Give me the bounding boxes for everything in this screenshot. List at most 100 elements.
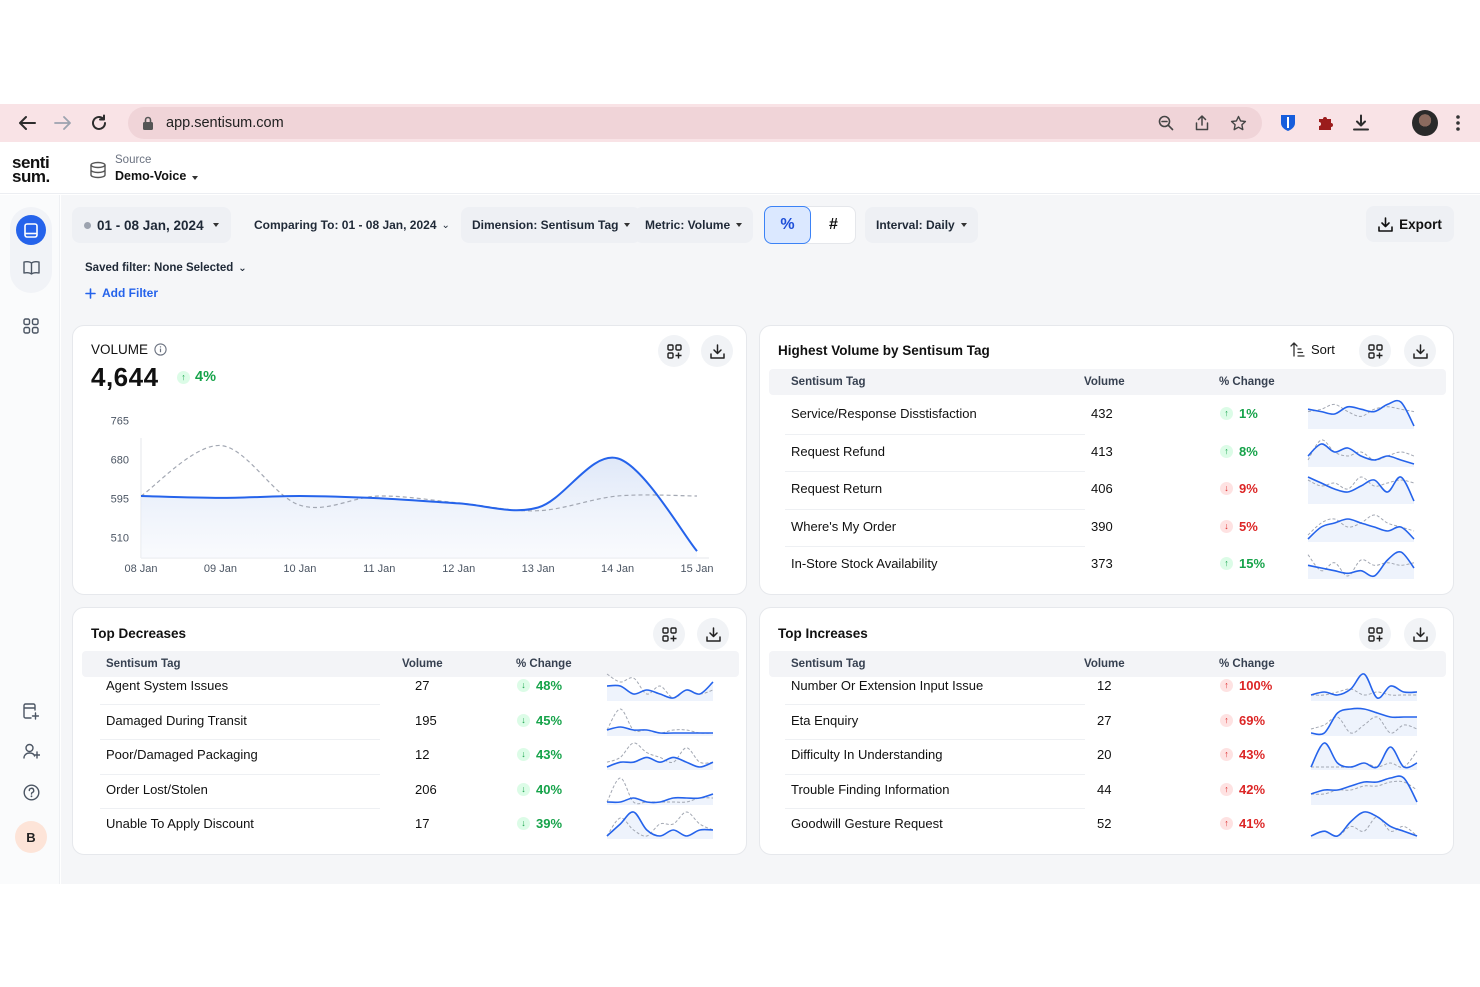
sidebar-item-library[interactable]: [21, 257, 41, 277]
download-button[interactable]: [701, 335, 733, 367]
current-area-fill: [141, 457, 697, 558]
row-volume: 373: [1091, 556, 1113, 571]
comparison-selector[interactable]: Comparing To: 01 - 08 Jan, 2024 ⌄: [243, 207, 461, 243]
arrow-up-icon: ↑: [1220, 817, 1233, 831]
user-avatar[interactable]: B: [15, 821, 47, 853]
row-tag[interactable]: Request Return: [791, 481, 883, 496]
extensions-puzzle-icon[interactable]: [1314, 112, 1336, 134]
download-button[interactable]: [1404, 335, 1436, 367]
sentisum-logo[interactable]: senti sum.: [12, 154, 50, 185]
table-row[interactable]: In-Store Stock Availability 373 ↑ 15%: [791, 551, 1431, 579]
sparkline-current: [1307, 517, 1415, 540]
share-icon[interactable]: [1192, 113, 1212, 133]
sparkline-fill: [1311, 708, 1417, 736]
sparkline-fill: [1308, 518, 1414, 542]
current-data-point[interactable]: [695, 549, 700, 554]
url-text[interactable]: app.sentisum.com: [166, 115, 284, 131]
row-tag[interactable]: Number Or Extension Input Issue: [791, 678, 984, 693]
row-volume: 12: [1097, 678, 1112, 693]
table-row[interactable]: Order Lost/Stolen 206 ↓ 40%: [106, 777, 736, 805]
current-data-point[interactable]: [456, 501, 461, 506]
download-button[interactable]: [1404, 618, 1436, 650]
date-range-picker[interactable]: 01 - 08 Jan, 2024: [72, 207, 231, 243]
add-filter-button[interactable]: Add Filter: [85, 286, 158, 300]
sidebar-item-new-dashboard[interactable]: [21, 701, 41, 721]
table-row[interactable]: Request Return 406 ↓ 9%: [791, 476, 1431, 504]
current-data-point[interactable]: [615, 456, 620, 461]
sidebar-item-apps[interactable]: [21, 316, 41, 336]
table-row[interactable]: Eta Enquiry 27 ↑ 69%: [791, 707, 1431, 736]
metric-dropdown[interactable]: Metric: Volume: [634, 207, 754, 243]
forward-icon[interactable]: [45, 108, 81, 138]
interval-dropdown[interactable]: Interval: Daily: [865, 207, 978, 243]
count-toggle-button[interactable]: #: [829, 216, 838, 233]
caret-down-icon: [624, 223, 631, 227]
table-row[interactable]: Agent System Issues 27 ↓ 48%: [106, 673, 736, 701]
table-row[interactable]: Number Or Extension Input Issue 12 ↑ 100%: [791, 673, 1431, 701]
row-tag[interactable]: Damaged During Transit: [106, 712, 247, 728]
current-data-point[interactable]: [139, 494, 144, 499]
address-bar[interactable]: app.sentisum.com: [128, 107, 1262, 139]
row-volume: 27: [1097, 712, 1112, 728]
source-selector[interactable]: Demo-Voice: [115, 169, 199, 183]
info-icon[interactable]: [154, 343, 167, 356]
downloads-icon[interactable]: [1350, 112, 1372, 134]
saved-filter-dropdown[interactable]: Saved filter: None Selected ⌄: [85, 262, 247, 274]
row-volume: 406: [1091, 481, 1113, 496]
sort-button[interactable]: Sort: [1290, 342, 1335, 357]
extension-bitwarden-icon[interactable]: [1277, 112, 1299, 134]
x-tick-label: 09 Jan: [204, 563, 237, 575]
row-tag[interactable]: Request Refund: [791, 443, 885, 459]
profile-avatar[interactable]: [1412, 110, 1438, 136]
caret-down-icon: [736, 223, 743, 227]
reload-icon[interactable]: [81, 108, 117, 138]
menu-kebab-icon[interactable]: [1447, 112, 1469, 134]
x-tick-label: 14 Jan: [601, 563, 634, 575]
download-button[interactable]: [697, 618, 729, 650]
add-to-dashboard-button[interactable]: [653, 618, 685, 650]
row-tag[interactable]: Agent System Issues: [106, 678, 229, 693]
row-tag[interactable]: Eta Enquiry: [791, 712, 859, 728]
table-row[interactable]: Service/Response Disstisfaction 432 ↑ 1%: [791, 399, 1431, 429]
add-to-dashboard-button[interactable]: [658, 335, 690, 367]
dimension-dropdown[interactable]: Dimension: Sentisum Tag: [461, 207, 642, 243]
add-to-dashboard-button[interactable]: [1359, 335, 1391, 367]
row-tag[interactable]: Unable To Apply Discount: [106, 816, 254, 832]
row-tag[interactable]: Trouble Finding Information: [791, 781, 950, 797]
sidebar-item-invite-user[interactable]: [21, 741, 41, 761]
table-row[interactable]: Trouble Finding Information 44 ↑ 42%: [791, 775, 1431, 805]
zoom-icon[interactable]: [1156, 113, 1176, 133]
table-row[interactable]: Where's My Order 390 ↓ 5%: [791, 513, 1431, 542]
row-tag[interactable]: Poor/Damaged Packaging: [106, 747, 258, 763]
row-tag[interactable]: In-Store Stock Availability: [791, 556, 938, 571]
table-row[interactable]: Goodwill Gesture Request 52 ↑ 41%: [791, 811, 1431, 840]
table-row[interactable]: Request Refund 413 ↑ 8%: [791, 438, 1431, 467]
current-data-point[interactable]: [297, 494, 302, 499]
row-tag[interactable]: Difficulty In Understanding: [791, 747, 943, 763]
export-button[interactable]: Export: [1366, 206, 1454, 242]
row-volume: 52: [1097, 816, 1112, 832]
row-tag[interactable]: Goodwill Gesture Request: [791, 816, 943, 832]
table-row[interactable]: Poor/Damaged Packaging 12 ↓ 43%: [106, 742, 736, 771]
sparkline-fill: [1311, 743, 1417, 771]
table-row[interactable]: Difficulty In Understanding 20 ↑ 43%: [791, 742, 1431, 771]
add-to-dashboard-button[interactable]: [1359, 618, 1391, 650]
current-data-point[interactable]: [377, 496, 382, 501]
row-volume: 206: [415, 781, 437, 797]
row-tag[interactable]: Where's My Order: [791, 518, 897, 534]
sidebar-item-dashboard[interactable]: [16, 215, 46, 245]
row-tag[interactable]: Order Lost/Stolen: [106, 781, 208, 797]
table-row[interactable]: Unable To Apply Discount 17 ↓ 39%: [106, 811, 736, 840]
current-data-point[interactable]: [536, 505, 541, 510]
y-tick-label: 765: [111, 415, 129, 427]
add-widget-icon: [666, 343, 682, 359]
bookmark-star-icon[interactable]: [1228, 113, 1248, 133]
percent-toggle-button[interactable]: %: [764, 206, 811, 244]
row-tag[interactable]: Service/Response Disstisfaction: [791, 406, 977, 421]
back-icon[interactable]: [9, 108, 45, 138]
download-icon: [1412, 343, 1428, 359]
sidebar-item-help[interactable]: [21, 782, 41, 802]
table-row[interactable]: Damaged During Transit 195 ↓ 45%: [106, 708, 736, 736]
current-data-point[interactable]: [218, 495, 223, 500]
sparkline-fill: [1311, 673, 1417, 701]
